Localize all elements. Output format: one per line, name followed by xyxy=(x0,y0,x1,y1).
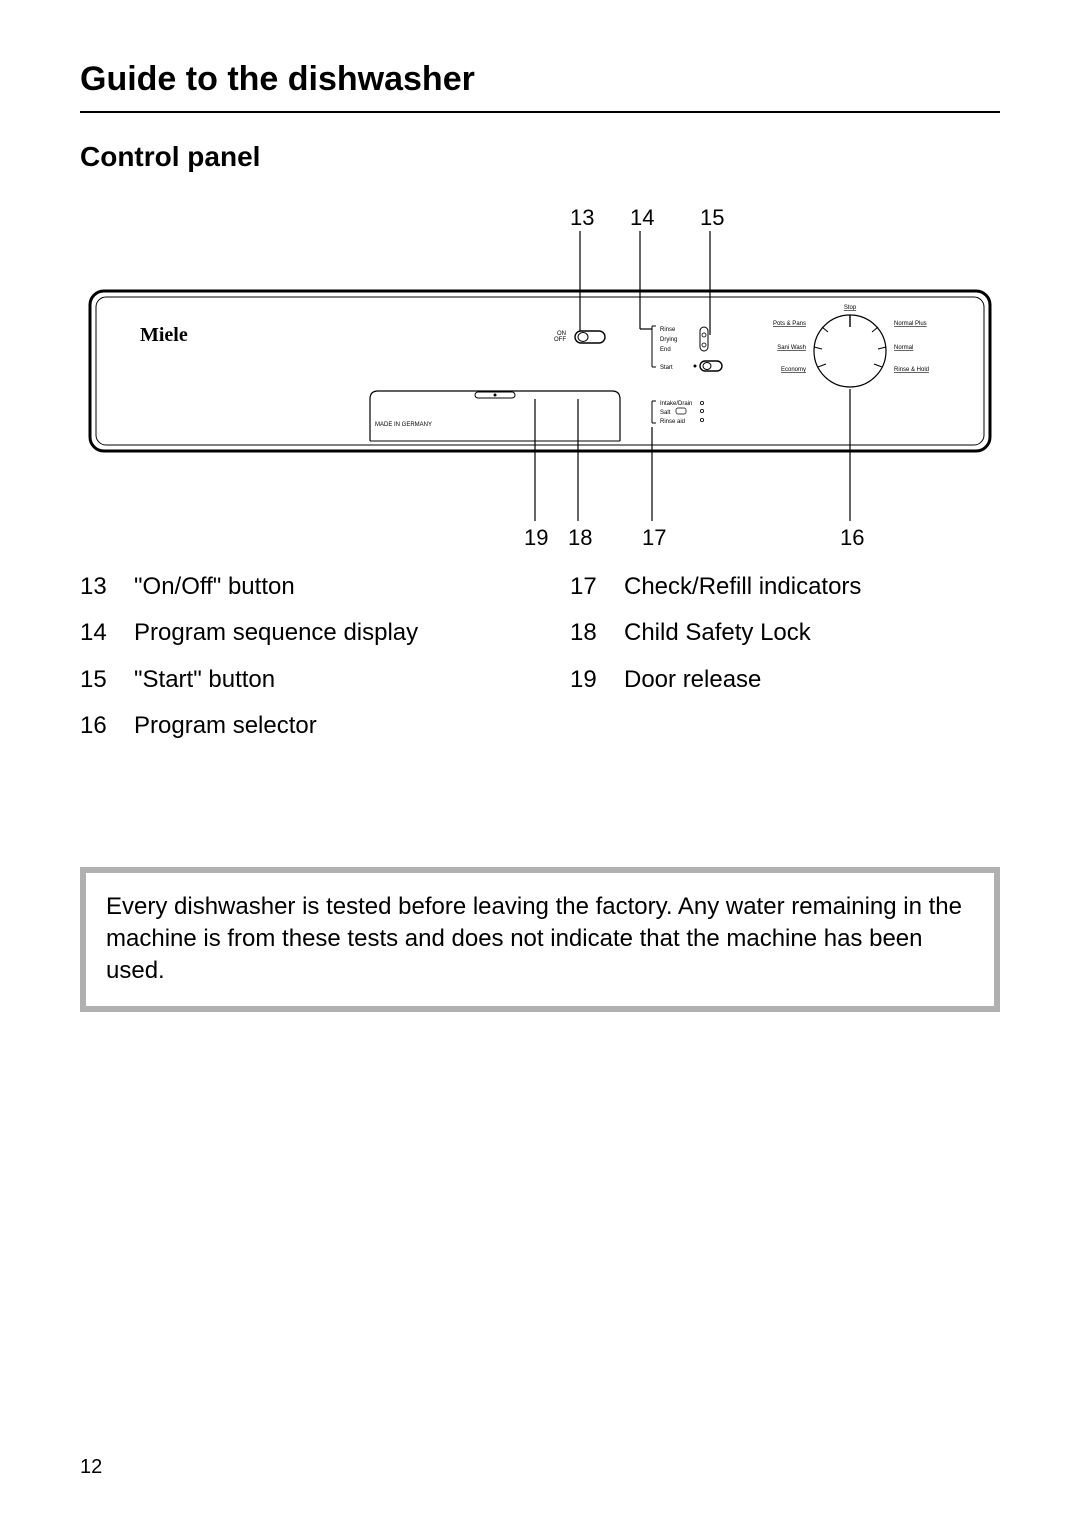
callout-16: 16 xyxy=(840,525,864,550)
legend-row: 19 Door release xyxy=(570,664,1000,696)
legend-label: "Start" button xyxy=(134,664,275,696)
legend-col-right: 17 Check/Refill indicators 18 Child Safe… xyxy=(570,571,1000,757)
legend-label: Child Safety Lock xyxy=(624,617,811,649)
off-label: OFF xyxy=(554,337,566,343)
callout-19: 19 xyxy=(524,525,548,550)
legend-num: 17 xyxy=(570,571,606,603)
legend-row: 16 Program selector xyxy=(80,710,510,742)
callout-14: 14 xyxy=(630,205,654,230)
legend-label: "On/Off" button xyxy=(134,571,295,603)
legend-num: 18 xyxy=(570,617,606,649)
prog-sani: Sani Wash xyxy=(777,345,806,351)
prog-rinse-hold: Rinse & Hold xyxy=(894,367,929,373)
ind-salt: Salt xyxy=(660,410,671,416)
callout-13: 13 xyxy=(570,205,594,230)
legend-num: 19 xyxy=(570,664,606,696)
seq-end: End xyxy=(660,347,671,353)
prog-normal: Normal xyxy=(894,345,913,351)
legend-row: 14 Program sequence display xyxy=(80,617,510,649)
seq-start: Start xyxy=(660,365,673,371)
legend-num: 13 xyxy=(80,571,116,603)
legend-row: 17 Check/Refill indicators xyxy=(570,571,1000,603)
seq-drying: Drying xyxy=(660,337,677,343)
ind-intake: Intake/Drain xyxy=(660,401,692,407)
legend-label: Program sequence display xyxy=(134,617,418,649)
callout-17: 17 xyxy=(642,525,666,550)
section-title: Control panel xyxy=(80,141,1000,173)
control-panel-diagram: 13 14 15 Miele MADE IN GERMANY ON OFF Ri… xyxy=(80,201,1000,561)
ind-rinse-aid: Rinse aid xyxy=(660,419,685,425)
legend-num: 15 xyxy=(80,664,116,696)
callout-15: 15 xyxy=(700,205,724,230)
prog-econ: Economy xyxy=(781,367,806,373)
legend: 13 "On/Off" button 14 Program sequence d… xyxy=(80,571,1000,757)
legend-row: 15 "Start" button xyxy=(80,664,510,696)
note-text: Every dishwasher is tested before leavin… xyxy=(106,893,962,985)
legend-label: Program selector xyxy=(134,710,317,742)
callout-18: 18 xyxy=(568,525,592,550)
legend-row: 13 "On/Off" button xyxy=(80,571,510,603)
on-off-button[interactable] xyxy=(575,331,605,343)
legend-row: 18 Child Safety Lock xyxy=(570,617,1000,649)
legend-label: Check/Refill indicators xyxy=(624,571,861,603)
prog-normal-plus: Normal Plus xyxy=(894,321,927,327)
legend-num: 14 xyxy=(80,617,116,649)
page-title: Guide to the dishwasher xyxy=(80,60,1000,113)
prog-pots: Pots & Pans xyxy=(773,321,806,327)
brand-logo: Miele xyxy=(140,324,188,346)
prog-stop: Stop xyxy=(844,305,857,311)
legend-col-left: 13 "On/Off" button 14 Program sequence d… xyxy=(80,571,510,757)
note-box: Every dishwasher is tested before leavin… xyxy=(80,867,1000,1012)
legend-label: Door release xyxy=(624,664,761,696)
seq-rinse: Rinse xyxy=(660,327,676,333)
page-number: 12 xyxy=(80,1456,102,1479)
legend-num: 16 xyxy=(80,710,116,742)
made-in-text: MADE IN GERMANY xyxy=(375,422,432,428)
